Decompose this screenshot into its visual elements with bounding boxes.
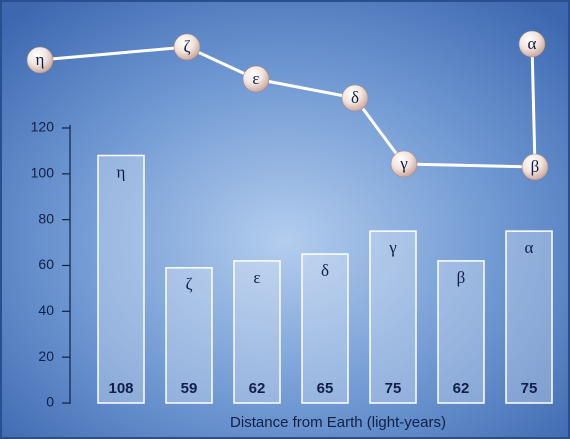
value-label: 62 (249, 380, 266, 397)
bar-category-label: α (525, 238, 534, 257)
value-label: 75 (521, 380, 538, 397)
x-axis-label: Distance from Earth (light-years) (230, 414, 446, 431)
bar-category-label: γ (388, 238, 397, 257)
bar (301, 253, 349, 404)
bar (505, 230, 553, 404)
y-tick-label: 100 (31, 165, 55, 181)
star-label: ε (252, 69, 259, 88)
star-label: α (528, 34, 537, 53)
y-tick-label: 20 (38, 348, 54, 364)
bar-category-label: ε (253, 268, 260, 287)
star-label: β (531, 157, 540, 176)
value-label: 59 (181, 380, 198, 397)
bar-category-label: β (457, 268, 466, 287)
star-label: ζ (183, 37, 190, 56)
value-label: 108 (108, 380, 133, 397)
star (173, 33, 201, 61)
star-label: γ (399, 154, 408, 173)
y-tick-label: 120 (31, 119, 55, 135)
y-tick-label: 0 (46, 394, 54, 410)
bar (97, 154, 145, 404)
star (341, 84, 369, 112)
bar (437, 260, 485, 404)
value-label: 75 (385, 380, 402, 397)
bar (165, 267, 213, 404)
y-tick-label: 40 (38, 302, 54, 318)
star (26, 46, 54, 74)
star-label: η (36, 50, 45, 69)
y-tick-label: 80 (38, 210, 54, 226)
star (390, 150, 418, 178)
star-label: δ (351, 88, 359, 107)
star (518, 30, 546, 58)
bar-category-label: ζ (185, 275, 192, 294)
star (242, 65, 270, 93)
bar (233, 260, 281, 404)
star (521, 153, 549, 181)
value-label: 65 (317, 380, 334, 397)
bar-category-label: η (117, 162, 126, 181)
bar (369, 230, 417, 404)
value-label: 62 (453, 380, 470, 397)
bar-category-label: δ (321, 261, 329, 280)
y-tick-label: 60 (38, 256, 54, 272)
constellation: η ζ ε δ γ β α (26, 30, 549, 181)
